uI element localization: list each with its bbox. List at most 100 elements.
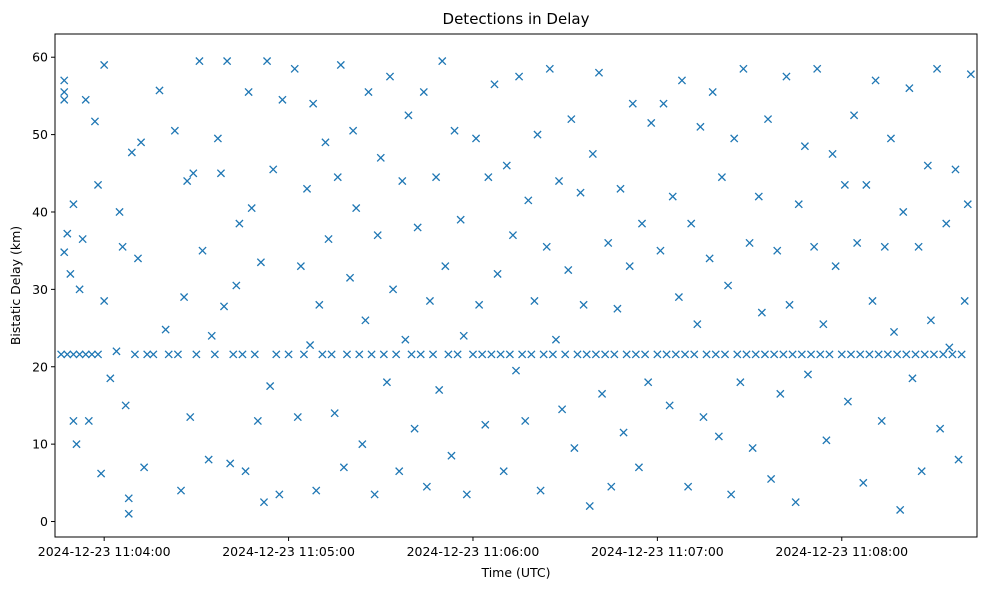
x-tick-label: 2024-12-23 11:04:00 bbox=[38, 544, 171, 559]
data-point bbox=[647, 118, 656, 128]
data-point bbox=[794, 200, 803, 209]
data-point bbox=[422, 482, 431, 491]
data-point bbox=[816, 350, 825, 359]
data-point bbox=[800, 142, 809, 151]
data-point bbox=[370, 490, 379, 499]
data-point bbox=[637, 219, 647, 228]
data-point bbox=[739, 64, 748, 73]
data-point bbox=[232, 281, 241, 290]
data-point bbox=[176, 486, 186, 495]
data-point bbox=[736, 378, 745, 387]
data-point bbox=[253, 416, 262, 425]
y-tick-label: 0 bbox=[40, 514, 48, 529]
data-point bbox=[862, 180, 871, 189]
data-point bbox=[797, 350, 806, 359]
data-point bbox=[223, 57, 232, 66]
data-point bbox=[410, 424, 419, 433]
data-point bbox=[742, 350, 751, 359]
data-point bbox=[453, 350, 462, 359]
plot-area bbox=[55, 34, 977, 537]
plot-frame bbox=[54, 33, 978, 538]
data-point bbox=[674, 293, 683, 302]
data-point bbox=[763, 115, 773, 124]
chart-title: Detections in Delay bbox=[443, 10, 590, 28]
x-axis-title: Time (UTC) bbox=[480, 565, 550, 580]
data-point bbox=[97, 469, 106, 478]
y-axis-ticks: 0 10 20 30 40 50 60 bbox=[32, 50, 55, 529]
data-point bbox=[462, 490, 471, 499]
data-point bbox=[60, 95, 69, 104]
data-point bbox=[115, 207, 124, 217]
data-point bbox=[299, 350, 308, 359]
data-point bbox=[908, 374, 917, 383]
data-point bbox=[619, 428, 628, 437]
data-point bbox=[247, 204, 256, 213]
data-point bbox=[828, 149, 837, 159]
data-point bbox=[66, 269, 75, 278]
y-tick-label: 60 bbox=[32, 50, 48, 65]
data-point bbox=[106, 374, 115, 383]
data-point bbox=[309, 99, 318, 108]
data-point bbox=[957, 350, 966, 359]
data-point bbox=[727, 490, 736, 499]
data-point bbox=[173, 350, 182, 359]
data-point bbox=[207, 331, 216, 340]
data-point bbox=[837, 350, 846, 359]
data-point bbox=[355, 350, 364, 359]
data-point bbox=[69, 416, 78, 425]
data-point bbox=[662, 350, 671, 359]
data-point bbox=[757, 308, 766, 317]
data-point bbox=[671, 350, 680, 359]
data-point bbox=[385, 72, 395, 81]
data-point bbox=[607, 482, 616, 491]
data-point bbox=[401, 335, 410, 344]
data-point bbox=[293, 412, 302, 422]
data-point bbox=[459, 331, 468, 340]
data-point bbox=[751, 350, 760, 359]
data-point bbox=[318, 350, 327, 359]
data-point bbox=[511, 366, 521, 375]
data-point bbox=[856, 350, 865, 359]
data-point bbox=[259, 498, 269, 507]
x-tick-label: 2024-12-23 11:06:00 bbox=[407, 544, 540, 559]
data-point bbox=[601, 350, 610, 359]
data-point bbox=[57, 350, 66, 359]
data-point bbox=[204, 455, 213, 464]
data-point bbox=[155, 86, 164, 95]
data-point bbox=[748, 443, 757, 453]
data-point bbox=[330, 409, 339, 418]
data-point bbox=[865, 350, 874, 359]
data-point bbox=[902, 350, 911, 359]
data-point bbox=[963, 200, 972, 209]
data-point bbox=[936, 424, 945, 433]
data-point bbox=[690, 350, 699, 359]
data-point bbox=[730, 134, 739, 143]
data-point bbox=[478, 350, 487, 359]
data-point bbox=[358, 440, 367, 449]
data-point bbox=[189, 169, 198, 178]
data-point bbox=[124, 509, 133, 518]
data-point bbox=[364, 87, 373, 97]
data-point bbox=[515, 72, 524, 81]
data-point bbox=[874, 350, 883, 359]
data-point bbox=[496, 350, 505, 359]
data-point bbox=[213, 134, 222, 143]
data-point bbox=[342, 350, 352, 359]
data-point bbox=[644, 378, 653, 387]
data-point bbox=[93, 350, 103, 359]
data-point bbox=[714, 432, 723, 441]
data-point bbox=[542, 242, 551, 251]
data-point bbox=[321, 138, 330, 147]
data-point bbox=[244, 87, 253, 97]
data-point bbox=[499, 467, 508, 476]
data-point bbox=[803, 370, 813, 379]
data-point bbox=[604, 238, 613, 247]
data-point bbox=[680, 350, 690, 359]
data-point bbox=[90, 117, 100, 126]
data-point bbox=[404, 111, 413, 120]
data-point bbox=[659, 99, 668, 108]
data-point bbox=[502, 161, 511, 170]
data-point bbox=[594, 68, 604, 77]
data-point bbox=[275, 490, 284, 499]
data-point bbox=[813, 64, 822, 73]
